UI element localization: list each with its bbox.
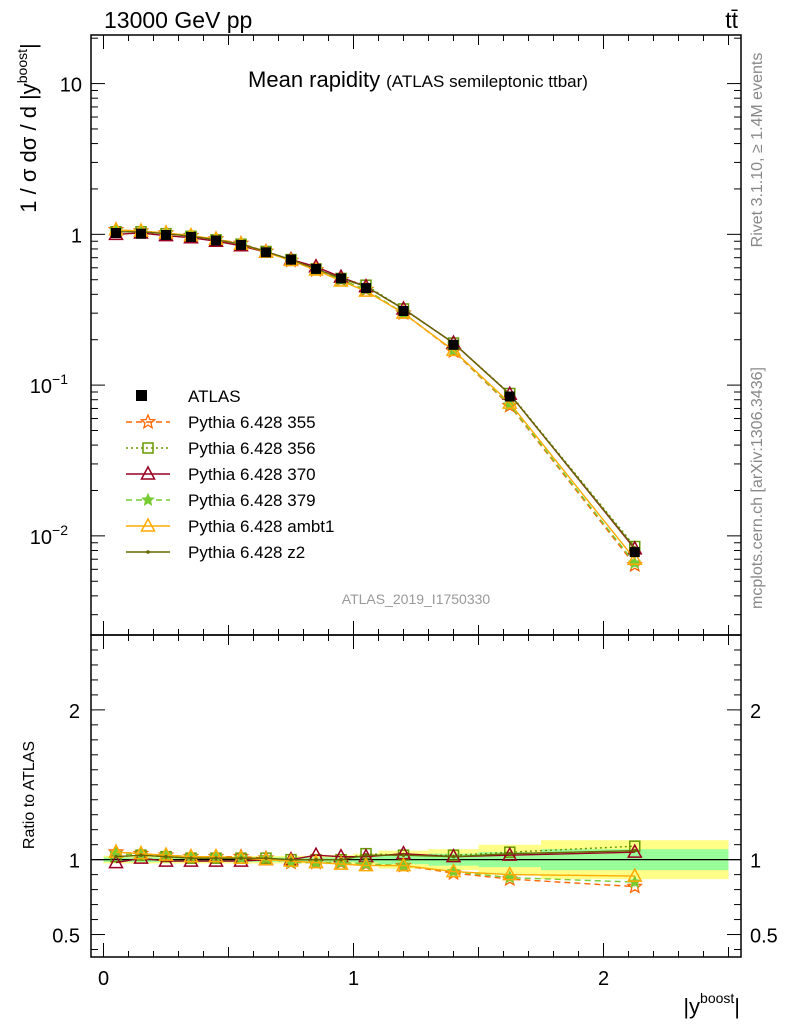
legend-label: Pythia 6.428 356 bbox=[188, 439, 316, 458]
legend-label: Pythia 6.428 355 bbox=[188, 413, 316, 432]
ratio-5-point bbox=[289, 857, 293, 862]
ratio-5-point bbox=[364, 853, 368, 857]
ratio-4-point bbox=[208, 848, 224, 863]
legend-label: ATLAS bbox=[188, 387, 241, 406]
main-y-axis-label: 1 / σ dσ / d |yboost| bbox=[14, 43, 41, 212]
rivet-version-label: Rivet 3.1.10, ≥ 1.4M events bbox=[749, 53, 766, 248]
ratio-4-point bbox=[158, 846, 174, 861]
ratio-5-point bbox=[632, 848, 637, 853]
beam-energy-label: 13000 GeV pp bbox=[104, 7, 252, 33]
ratio-5-point bbox=[507, 851, 512, 856]
ratio-y-tick-label: 2 bbox=[69, 701, 80, 723]
data-point bbox=[286, 254, 296, 265]
data-point bbox=[361, 283, 371, 294]
ratio-5-point bbox=[114, 854, 118, 859]
ratio-4-point bbox=[626, 867, 643, 882]
data-point bbox=[398, 306, 409, 317]
legend-marker bbox=[146, 550, 150, 554]
ratio-5-point bbox=[239, 856, 243, 860]
x-tick-label: 0 bbox=[98, 968, 109, 990]
x-tick-label: 1 bbox=[348, 968, 359, 990]
ratio-y-tick-label-right: 1 bbox=[750, 851, 761, 873]
ratio-y-tick-label: 0.5 bbox=[52, 926, 80, 948]
main-panel-axes: 10 1 10−1 10−2 bbox=[30, 34, 742, 636]
legend-label: Pythia 6.428 379 bbox=[188, 491, 316, 510]
ratio-panel-axes: 2 2 1 1 0.5 0.5 0 1 2 bbox=[52, 634, 778, 990]
legend-marker bbox=[136, 390, 147, 401]
process-label: tt̄ bbox=[725, 7, 738, 33]
ratio-4-point bbox=[133, 845, 149, 860]
ratio-panel-series bbox=[107, 840, 644, 894]
ratio-y-tick-label-right: 2 bbox=[750, 701, 761, 723]
ratio-4-point bbox=[308, 854, 324, 869]
legend-marker bbox=[141, 492, 155, 506]
ratio-4-point bbox=[395, 857, 412, 872]
data-point bbox=[111, 228, 121, 239]
ratio-4-point bbox=[233, 849, 249, 864]
legend-marker bbox=[140, 517, 156, 532]
y-tick-label: 10−2 bbox=[30, 522, 68, 549]
legend-marker bbox=[142, 442, 154, 454]
y-tick-label: 10 bbox=[60, 75, 82, 97]
data-point bbox=[311, 263, 321, 274]
mcplots-reference-label: mcplots.cern.ch [arXiv:1306.3436] bbox=[749, 367, 766, 609]
ratio-y-tick-label: 1 bbox=[69, 851, 80, 873]
series-4-point bbox=[626, 550, 643, 565]
ratio-5-point bbox=[264, 856, 268, 860]
ratio-4-point bbox=[445, 863, 462, 878]
data-point bbox=[186, 232, 196, 243]
ratio-4-point bbox=[333, 855, 349, 870]
x-axis-label: |yboost| bbox=[683, 990, 740, 1019]
ratio-5-point bbox=[139, 853, 143, 857]
ratio-5-point bbox=[189, 856, 193, 860]
chart-title-group: Mean rapidity (ATLAS semileptonic ttbar) bbox=[248, 67, 588, 92]
legend-marker bbox=[140, 465, 156, 480]
data-point bbox=[136, 228, 146, 239]
ratio-4-point bbox=[183, 848, 199, 863]
ratio-5-point bbox=[401, 853, 406, 857]
ratio-2-point bbox=[108, 854, 124, 869]
data-point bbox=[261, 247, 271, 258]
legend-label: Pythia 6.428 z2 bbox=[188, 543, 305, 562]
main-panel-data-points bbox=[111, 228, 640, 558]
data-point bbox=[448, 339, 459, 350]
data-point bbox=[336, 273, 346, 284]
ratio-5-point bbox=[314, 857, 318, 862]
ratio-5-point bbox=[451, 854, 456, 859]
ratio-5-point bbox=[339, 857, 343, 862]
series-4-point bbox=[501, 394, 518, 409]
ratio-5-point bbox=[214, 856, 218, 860]
data-point bbox=[236, 239, 246, 250]
chart-subtitle: (ATLAS semileptonic ttbar) bbox=[386, 72, 588, 91]
ratio-2-point bbox=[445, 848, 462, 863]
ratio-4-point bbox=[501, 866, 518, 881]
legend-marker bbox=[139, 413, 157, 430]
x-tick-label: 2 bbox=[598, 968, 609, 990]
ratio-4-point bbox=[358, 857, 374, 872]
analysis-id-label: ATLAS_2019_I1750330 bbox=[342, 591, 491, 607]
ratio-frame bbox=[90, 634, 742, 958]
y-tick-label: 1 bbox=[71, 225, 82, 247]
ratio-0-point bbox=[626, 877, 644, 894]
legend: ATLAS Pythia 6.428 355 Pythia 6.428 356 Pyt… bbox=[126, 387, 334, 562]
chart-title: Mean rapidity bbox=[248, 67, 380, 92]
data-point bbox=[161, 229, 171, 240]
ratio-y-tick-label-right: 0.5 bbox=[750, 926, 778, 948]
legend-label: Pythia 6.428 370 bbox=[188, 465, 316, 484]
data-point bbox=[629, 547, 640, 558]
ratio-y-axis-label: Ratio to ATLAS bbox=[21, 741, 38, 849]
ratio-5-point bbox=[164, 854, 168, 859]
data-point bbox=[504, 391, 515, 402]
y-tick-label: 10−1 bbox=[30, 371, 68, 398]
legend-label: Pythia 6.428 ambt1 bbox=[188, 517, 334, 536]
data-point bbox=[211, 235, 221, 246]
